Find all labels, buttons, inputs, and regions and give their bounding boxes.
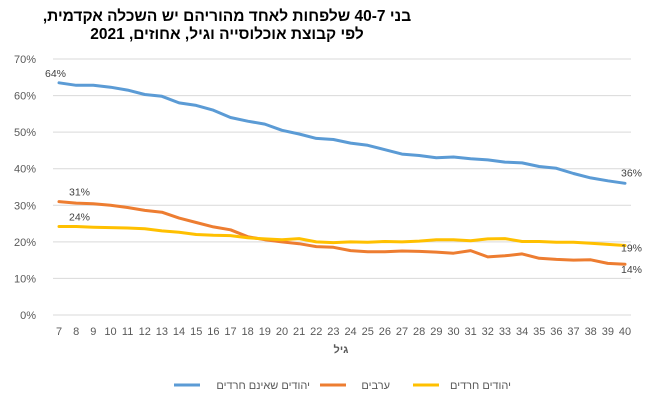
data-label-last: 14% <box>621 264 642 276</box>
x-tick-label: 29 <box>430 326 442 338</box>
x-tick-label: 10 <box>104 326 116 338</box>
series-line <box>57 225 627 247</box>
legend-item: יהודים שאינם חרדים <box>174 380 310 392</box>
data-label-first: 64% <box>45 68 66 80</box>
x-tick-label: 16 <box>207 326 219 338</box>
x-axis: 7 8 9 10 11 12 13 14 15 16 17 18 19 20 21 22 23 24 25 26 27 2… <box>56 326 631 338</box>
x-tick-label: 12 <box>139 326 151 338</box>
data-labels: 64% 36% 31% 14% 24% 19% <box>45 68 642 276</box>
x-tick-label: 34 <box>516 326 528 338</box>
series-line <box>57 81 627 185</box>
data-label-first: 24% <box>69 211 90 223</box>
x-tick-label: 18 <box>242 326 254 338</box>
gridlines <box>53 58 631 316</box>
x-tick-label: 17 <box>224 326 236 338</box>
legend-item: ערבים <box>320 380 390 392</box>
x-tick-label: 37 <box>567 326 579 338</box>
x-tick-label: 40 <box>619 326 631 338</box>
x-tick-label: 15 <box>190 326 202 338</box>
y-tick-label: 40% <box>14 164 36 176</box>
series-lines <box>57 81 627 266</box>
y-tick-label: 50% <box>14 127 36 139</box>
series-line <box>57 200 627 266</box>
y-tick-label: 60% <box>14 91 36 103</box>
y-tick-label: 0% <box>20 310 36 322</box>
data-label-last: 36% <box>621 167 642 179</box>
y-tick-label: 30% <box>14 200 36 212</box>
x-tick-label: 32 <box>482 326 494 338</box>
legend-label: יהודים שאינם חרדים <box>216 380 310 392</box>
x-tick-label: 13 <box>156 326 168 338</box>
chart-title-line-1: בני 40-7 שלפחות לאחד מהוריהם יש השכלה אק… <box>42 8 412 25</box>
legend-label: ערבים <box>361 380 390 392</box>
data-label-last: 19% <box>621 243 642 255</box>
chart-title: בני 40-7 שלפחות לאחד מהוריהם יש השכלה אק… <box>2 8 452 44</box>
x-tick-label: 21 <box>293 326 305 338</box>
x-axis-title: גיל <box>334 343 349 356</box>
legend: יהודים שאינם חרדים ערבים יהודים חרדים <box>174 380 511 392</box>
x-tick-label: 8 <box>73 326 79 338</box>
data-label-first: 31% <box>69 187 90 199</box>
x-tick-label: 26 <box>379 326 391 338</box>
x-tick-label: 31 <box>465 326 477 338</box>
x-tick-label: 30 <box>447 326 459 338</box>
x-tick-label: 19 <box>259 326 271 338</box>
x-tick-label: 33 <box>499 326 511 338</box>
x-tick-label: 36 <box>550 326 562 338</box>
x-tick-label: 38 <box>585 326 597 338</box>
x-tick-label: 9 <box>90 326 96 338</box>
x-tick-label: 20 <box>276 326 288 338</box>
y-tick-label: 70% <box>14 54 36 66</box>
x-tick-label: 7 <box>56 326 62 338</box>
x-tick-label: 11 <box>122 326 133 338</box>
x-tick-label: 39 <box>602 326 614 338</box>
x-tick-label: 28 <box>413 326 425 338</box>
legend-item: יהודים חרדים <box>413 380 511 392</box>
y-tick-label: 20% <box>14 237 36 249</box>
x-tick-label: 23 <box>327 326 339 338</box>
chart-title-line-2: לפי קבוצת אוכלוסייה וגיל, אחוזים, 2021 <box>90 26 364 43</box>
y-axis: 0% 10% 20% 30% 40% 50% 60% 70% <box>14 54 36 322</box>
x-tick-label: 35 <box>533 326 545 338</box>
y-tick-label: 10% <box>14 273 36 285</box>
legend-label: יהודים חרדים <box>450 380 511 392</box>
x-tick-label: 27 <box>396 326 408 338</box>
x-tick-label: 25 <box>362 326 374 338</box>
x-tick-label: 24 <box>344 326 356 338</box>
x-tick-label: 22 <box>310 326 322 338</box>
x-tick-label: 14 <box>173 326 185 338</box>
